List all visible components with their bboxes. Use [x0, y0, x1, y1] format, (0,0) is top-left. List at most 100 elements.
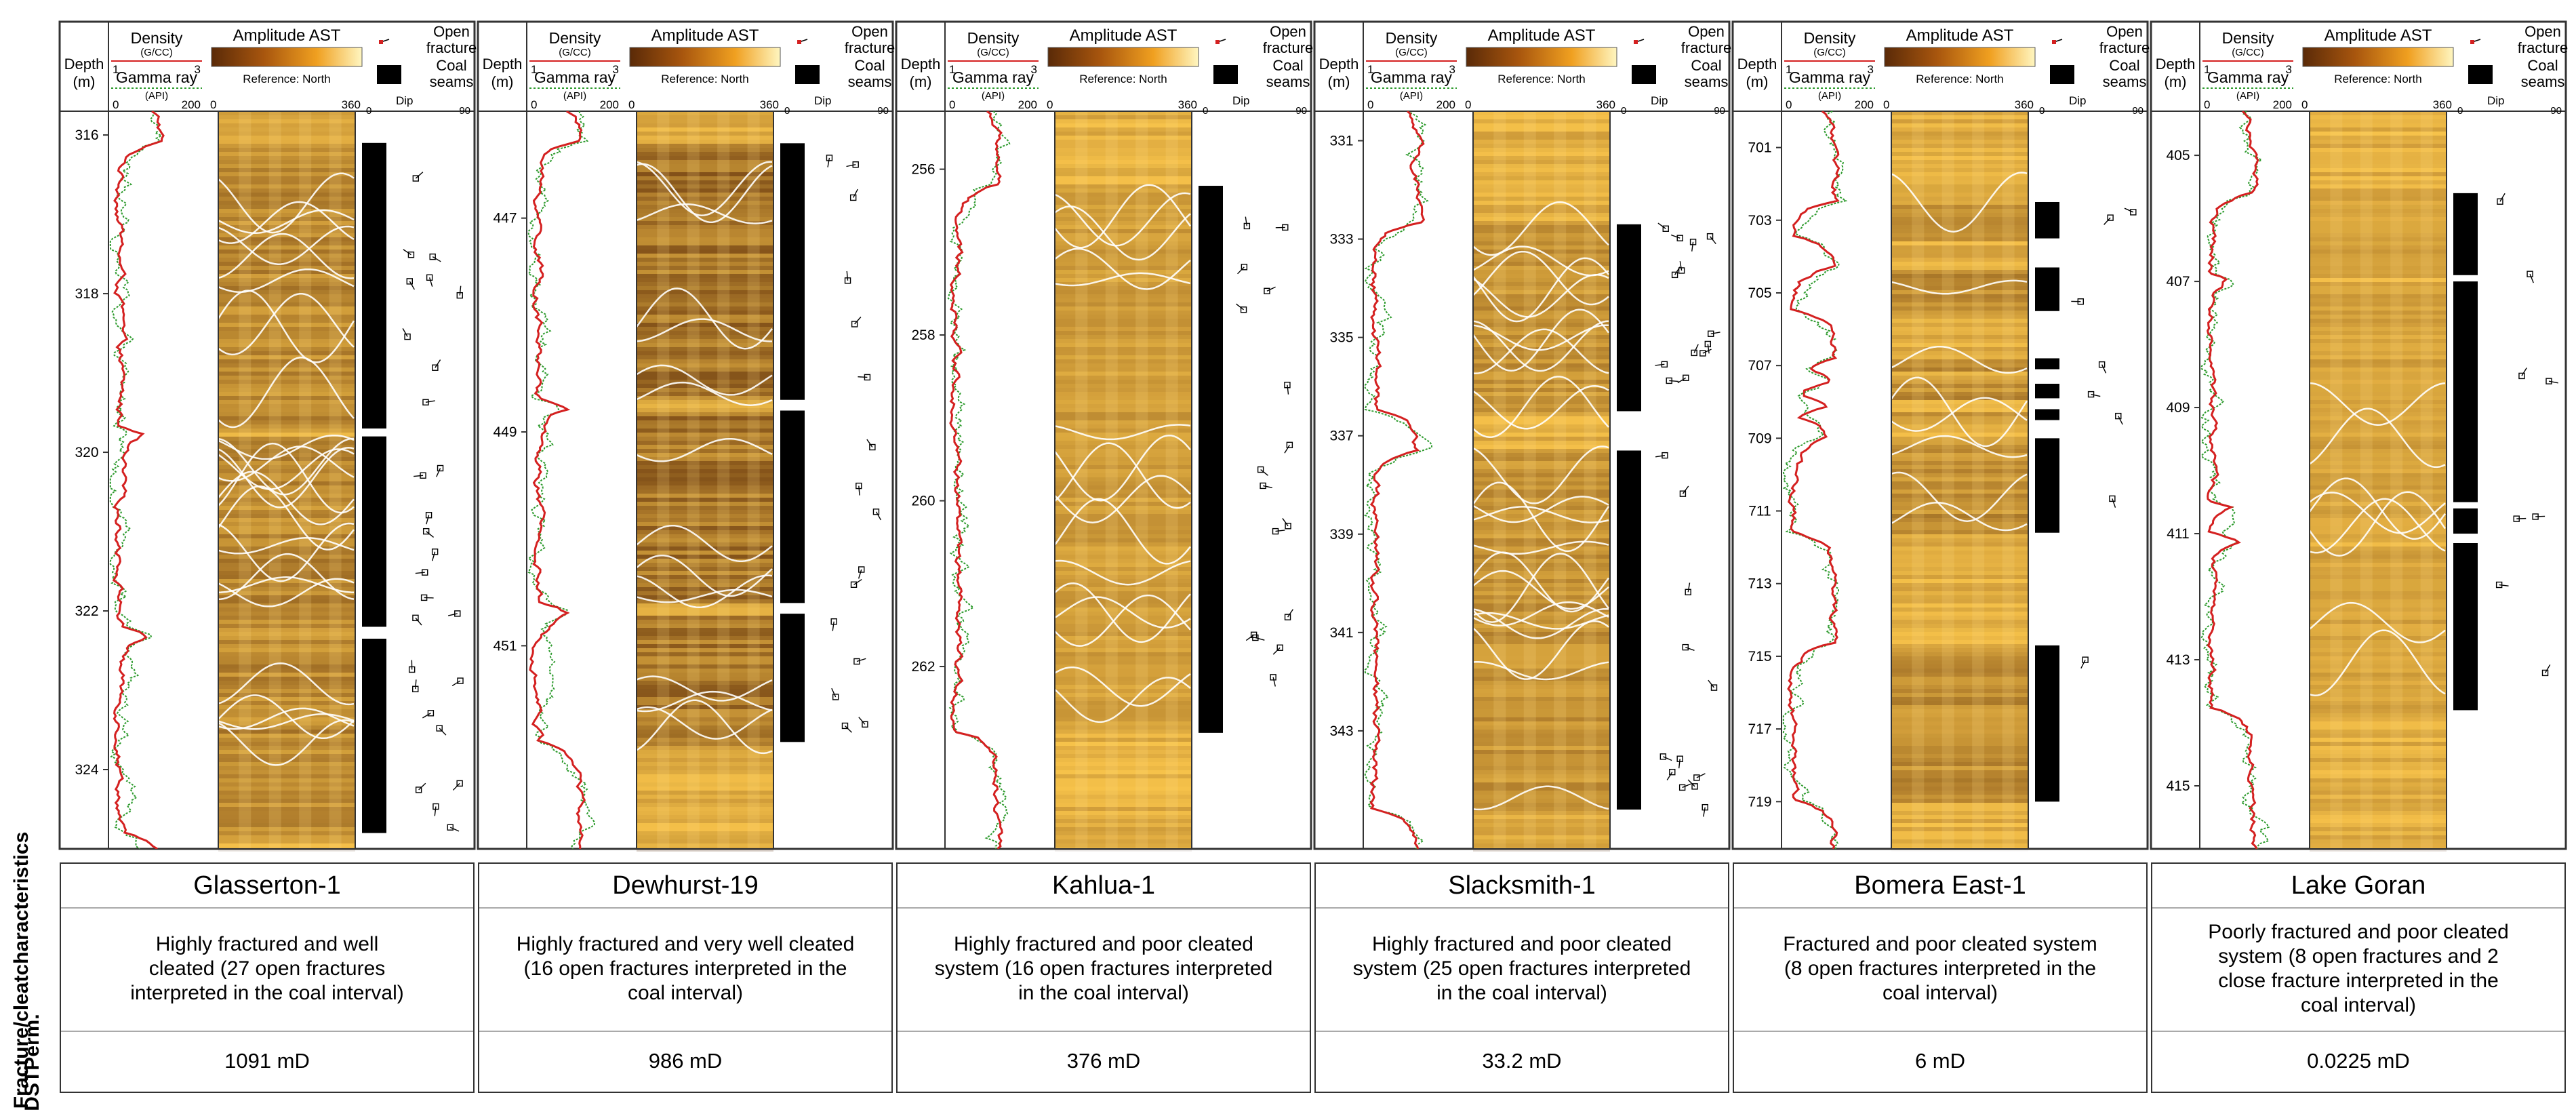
image-band [1055, 827, 1192, 831]
image-band [637, 148, 773, 152]
fracture-tadpole [2087, 391, 2095, 398]
fracture-tadpole [849, 194, 857, 201]
fracture-tadpole [850, 581, 858, 588]
image-band [2310, 396, 2447, 400]
characteristics-line: cleated (27 open fractures [148, 957, 386, 980]
image-band [218, 229, 355, 233]
tadpole-tail [2544, 664, 2551, 673]
image-band [1891, 152, 2028, 156]
image-band [2310, 205, 2447, 209]
image-band [1891, 725, 2028, 730]
image-band [1891, 778, 2028, 782]
image-band [637, 819, 773, 823]
image-band [1055, 306, 1192, 311]
well-name: Dewhurst-19 [478, 862, 893, 909]
image-band [218, 404, 355, 408]
image-band [1473, 229, 1610, 233]
image-band [1055, 351, 1192, 355]
image-band [218, 294, 355, 298]
image-band [1891, 184, 2028, 188]
image-band [1055, 701, 1192, 705]
image-band [2310, 221, 2447, 225]
image-band [218, 408, 355, 412]
open-fracture-label: fracture [2518, 39, 2569, 56]
image-band [1473, 201, 1610, 205]
image-band [1055, 282, 1192, 286]
fracture-sinusoid [1472, 661, 1609, 681]
characteristics-line: in the coal interval) [1436, 982, 1607, 1004]
image-band [1055, 201, 1192, 205]
image-band [1473, 176, 1610, 180]
fracture-sinusoid [2309, 601, 2446, 643]
image-band [637, 315, 773, 319]
image-band [218, 518, 355, 522]
image-band [218, 628, 355, 632]
image-band [1891, 201, 2028, 205]
image-band [2310, 839, 2447, 843]
image-band [1891, 420, 2028, 424]
image-band [637, 835, 773, 839]
image-band [2310, 766, 2447, 770]
image-band [218, 652, 355, 656]
image-band [1055, 620, 1192, 624]
image-band [1891, 750, 2028, 754]
density-unit: (G/CC) [559, 47, 591, 58]
image-band [2310, 164, 2447, 168]
gamma-header: Gamma ray [2207, 68, 2289, 86]
coal-seam [2035, 201, 2059, 239]
image-band [1055, 538, 1192, 542]
image-band [1055, 746, 1192, 750]
image-band [1891, 343, 2028, 347]
image-band [1473, 339, 1610, 343]
image-band [1055, 583, 1192, 587]
image-band [637, 559, 773, 563]
image-band [218, 778, 355, 782]
amplitude-colorbar [1047, 47, 1199, 67]
coal-seam [780, 143, 805, 400]
image-band [1891, 331, 2028, 335]
image-band [1055, 156, 1192, 160]
fracture-sinusoid [218, 694, 355, 740]
image-band [1891, 485, 2028, 490]
image-band [1891, 559, 2028, 563]
fracture-sinusoid [1891, 435, 2028, 458]
tadpole-tail [422, 713, 431, 719]
image-band [2310, 172, 2447, 176]
tadpole-tail [1703, 807, 1706, 817]
image-band [637, 563, 773, 567]
image-band [1891, 160, 2028, 164]
image-band [218, 119, 355, 123]
image-band [637, 782, 773, 787]
tadpole-tail [1663, 756, 1672, 761]
image-band [218, 595, 355, 599]
image-band [1473, 652, 1610, 656]
density-curve [112, 111, 165, 849]
fracture-sinusoid [1891, 279, 2028, 295]
depth-tick-label: 447 [493, 211, 517, 226]
image-band [1473, 762, 1610, 766]
fracture-sinusoid [1472, 608, 1609, 639]
image-band [218, 579, 355, 583]
image-band [1473, 465, 1610, 469]
depth-tick-label: 701 [1748, 140, 1771, 156]
density-header: Density [1386, 29, 1438, 47]
fracture-characteristics: Fractured and poor cleated system (8 open… [1733, 907, 2148, 1032]
characteristics-text: Poorly fractured and poor cleated system … [2208, 920, 2509, 1018]
image-band [1055, 311, 1192, 315]
image-band [637, 217, 773, 221]
characteristics-line: coal interval) [627, 982, 744, 1004]
image-band [1473, 424, 1610, 429]
image-stripe [1584, 111, 1596, 849]
gamma-tick: 0 [1786, 98, 1792, 111]
fracture-characteristics: Highly fractured and very well cleated (1… [478, 907, 893, 1032]
image-band [1891, 123, 2028, 127]
image-band [637, 603, 773, 608]
tadpole-tail [1669, 380, 1679, 382]
image-band [1473, 140, 1610, 144]
image-band [1055, 835, 1192, 839]
image-band [2310, 616, 2447, 620]
tadpole-tail [426, 515, 430, 525]
image-band [1891, 819, 2028, 823]
image-band [637, 437, 773, 441]
depth-tick-label: 320 [75, 445, 98, 460]
